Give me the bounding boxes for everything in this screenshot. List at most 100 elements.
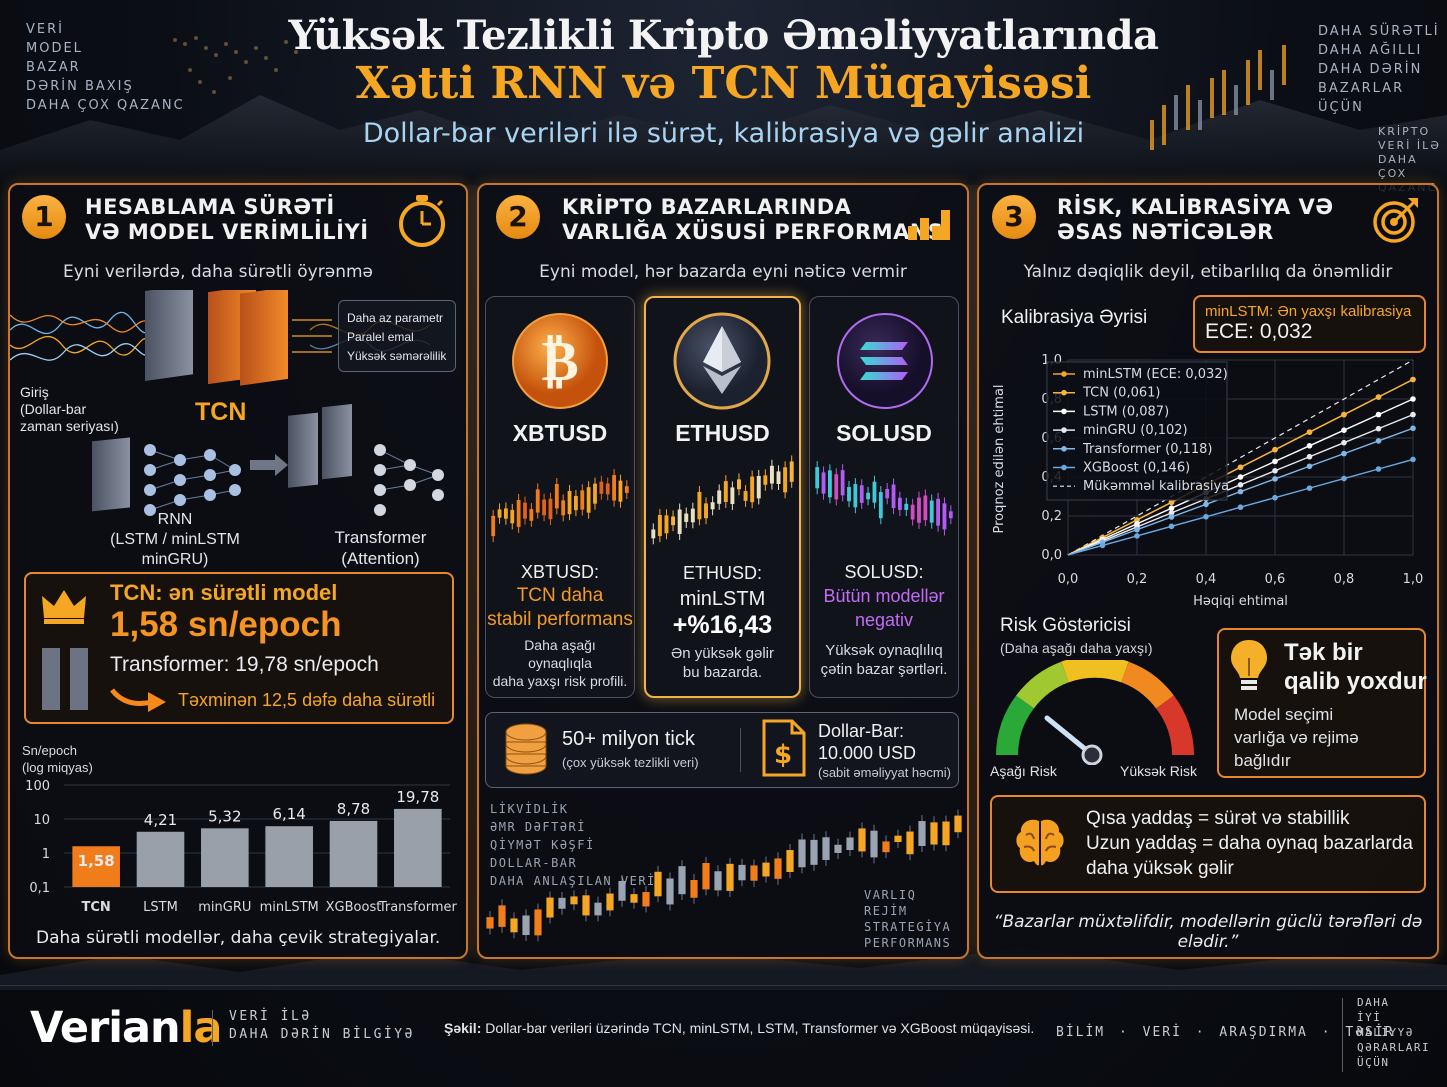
candle-body xyxy=(847,487,851,502)
xbtusd-result: XBTUSD: TCN daha stabil performans xyxy=(487,562,633,630)
legend-entry: LSTM (0,087) xyxy=(1083,404,1169,419)
compare-bars-icon xyxy=(42,648,88,710)
candle-body xyxy=(866,492,870,500)
calib-point xyxy=(1341,450,1347,457)
candle-body xyxy=(776,471,781,484)
candle-body xyxy=(737,479,741,490)
calib-x-tick: 0,2 xyxy=(1127,572,1148,587)
candle-body xyxy=(612,475,616,501)
candle-body xyxy=(574,495,578,511)
database-icon xyxy=(505,723,547,775)
footer-right-divider xyxy=(1342,998,1343,1072)
calib-point xyxy=(1341,439,1347,446)
legend-entry: Transformer (0,118) xyxy=(1082,442,1213,457)
candle-body xyxy=(618,480,623,502)
candle-body xyxy=(594,902,602,916)
risk-subtitle: (Daha aşağı daha yaxşı) xyxy=(1000,640,1153,656)
candle-body xyxy=(690,508,695,523)
bar-lstm xyxy=(136,831,185,887)
highlight-note: Təxminən 12,5 dəfə daha sürətli xyxy=(178,690,436,710)
bar-transformer xyxy=(394,808,442,887)
xbtusd-desc: Daha aşağı oynaqlıqla daha yaxşı risk prof… xyxy=(492,637,628,689)
candle-body xyxy=(523,502,527,519)
panel2-title: KRİPTO BAZARLARINDA VARLIĞA XÜSUSİ PERFOR… xyxy=(562,195,944,244)
calib-point xyxy=(1375,425,1382,432)
footer-links: BİLİM · VERİ · ARAŞDIRMA · TƏSİR xyxy=(1056,1025,1395,1040)
bitcoin-icon: ₿ xyxy=(512,313,608,409)
calib-point xyxy=(1134,526,1140,533)
target-icon xyxy=(1373,198,1418,243)
candle-body xyxy=(786,850,794,873)
bar-category-label: minGRU xyxy=(198,900,251,915)
tcn-label: TCN xyxy=(195,398,247,426)
calib-ylabel: Proqnoz edilən ehtimal xyxy=(992,384,1007,533)
candle-body xyxy=(828,470,832,498)
bar-category-label: minLSTM xyxy=(260,900,319,915)
calib-point xyxy=(1134,517,1140,523)
calib-point xyxy=(1410,411,1416,418)
candle-body xyxy=(599,481,604,494)
solusd-desc: Yüksək oynaqlılıq çətin bazar şərtləri. xyxy=(820,642,948,678)
calib-point xyxy=(1272,476,1278,482)
candle-body xyxy=(497,509,502,518)
calibration-title: Kalibrasiya Əyrisi xyxy=(1001,307,1148,328)
candle-body xyxy=(822,837,830,860)
calib-point xyxy=(1306,429,1313,435)
candle-body xyxy=(723,481,728,502)
candle-body xyxy=(666,878,674,905)
bar-category-label: TCN xyxy=(82,900,111,915)
candle-body xyxy=(586,487,591,513)
calib-x-tick: 0,4 xyxy=(1196,572,1217,587)
bar-value-label: 6,14 xyxy=(272,805,305,823)
tcn-blocks xyxy=(145,290,288,386)
candle-body xyxy=(717,490,722,504)
svg-text:$: $ xyxy=(774,740,792,770)
dollar-document-icon: $ xyxy=(762,719,806,777)
candle-body xyxy=(923,495,928,521)
candle-body xyxy=(535,489,540,513)
candle-body xyxy=(593,483,597,504)
panel1-number: 1 xyxy=(22,195,66,239)
brain-icon xyxy=(1016,819,1064,866)
candle-body xyxy=(743,491,748,501)
xbtusd-ticker: XBTUSD xyxy=(512,420,608,446)
candle-body xyxy=(948,511,953,519)
candle-body xyxy=(546,897,554,918)
highlight-compare: Transformer: 19,78 sn/epoch xyxy=(110,653,379,676)
calib-point xyxy=(1203,501,1209,508)
candle-body xyxy=(582,895,590,916)
calib-point xyxy=(1375,438,1382,444)
legend-entry: Mükəmməl kalibrasiya xyxy=(1083,479,1229,494)
candle-body xyxy=(678,866,686,895)
calib-point xyxy=(1203,513,1209,520)
page-subtitle: Dollar-bar veriləri ilə sürət, kalibrasi… xyxy=(362,118,1085,149)
bar-value-label: 1,58 xyxy=(78,852,115,870)
candle-body xyxy=(630,894,638,903)
candle-body xyxy=(548,498,553,520)
candle-body xyxy=(491,515,496,537)
candle-body xyxy=(504,508,508,519)
ethusd-price-candles xyxy=(651,455,794,545)
calib-point xyxy=(1375,466,1382,472)
panel1-footer: Daha sürətli modellər, daha çevik strate… xyxy=(36,928,441,948)
candle-body xyxy=(710,502,715,510)
candle-body xyxy=(763,475,768,485)
candle-body xyxy=(654,871,662,897)
page-title-line1: Yüksək Tezlikli Kripto Əməliyyatlarında xyxy=(288,12,1159,59)
calib-xlabel: Həqiqi ehtimal xyxy=(1193,594,1288,609)
background-candles xyxy=(1150,45,1286,150)
candle-body xyxy=(738,864,746,881)
candle-body xyxy=(567,491,572,515)
svg-text:₿: ₿ xyxy=(541,329,578,394)
calib-point xyxy=(1341,427,1347,433)
calib-y-tick: 0,2 xyxy=(1041,509,1062,524)
calibration-best-box: minLSTM: Ən yaxşı kalibrasiya ECE: 0,032 xyxy=(1193,295,1426,353)
panel3-subtitle: Yalnız dəqiqlik deyil, etibarlılıq da ön… xyxy=(1023,262,1393,282)
calib-point xyxy=(1341,475,1347,482)
candle-body xyxy=(891,484,896,509)
input-label: Giriş (Dollar-bar zaman seriyası) xyxy=(20,384,119,434)
chart-y-tick: 0,1 xyxy=(29,881,50,896)
transformer-label: Transformer (Attention) xyxy=(334,528,427,568)
crown-icon xyxy=(42,590,86,624)
calib-point xyxy=(1168,499,1175,506)
